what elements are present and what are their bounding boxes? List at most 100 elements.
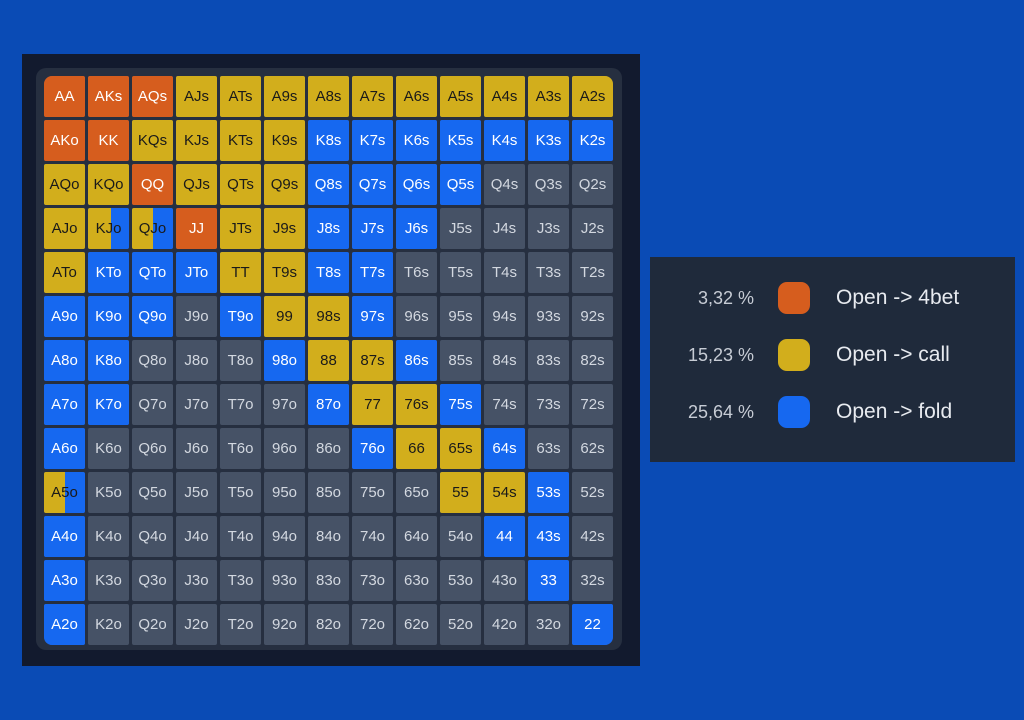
hand-cell-65o[interactable]: 65o xyxy=(396,472,437,513)
hand-cell-T5o[interactable]: T5o xyxy=(220,472,261,513)
hand-cell-AKs[interactable]: AKs xyxy=(88,76,129,117)
hand-cell-85o[interactable]: 85o xyxy=(308,472,349,513)
hand-cell-K5s[interactable]: K5s xyxy=(440,120,481,161)
hand-cell-T2s[interactable]: T2s xyxy=(572,252,613,293)
hand-cell-A6o[interactable]: A6o xyxy=(44,428,85,469)
hand-cell-J4o[interactable]: J4o xyxy=(176,516,217,557)
hand-cell-32o[interactable]: 32o xyxy=(528,604,569,645)
hand-cell-72s[interactable]: 72s xyxy=(572,384,613,425)
hand-cell-66[interactable]: 66 xyxy=(396,428,437,469)
hand-cell-Q3o[interactable]: Q3o xyxy=(132,560,173,601)
hand-cell-J3o[interactable]: J3o xyxy=(176,560,217,601)
hand-cell-62s[interactable]: 62s xyxy=(572,428,613,469)
hand-cell-TT[interactable]: TT xyxy=(220,252,261,293)
legend-row-fold[interactable]: 25,64 % Open -> fold xyxy=(650,392,1015,432)
hand-cell-K5o[interactable]: K5o xyxy=(88,472,129,513)
hand-cell-KJs[interactable]: KJs xyxy=(176,120,217,161)
hand-cell-A4o[interactable]: A4o xyxy=(44,516,85,557)
hand-cell-92o[interactable]: 92o xyxy=(264,604,305,645)
hand-cell-55[interactable]: 55 xyxy=(440,472,481,513)
hand-cell-83s[interactable]: 83s xyxy=(528,340,569,381)
hand-cell-K3o[interactable]: K3o xyxy=(88,560,129,601)
hand-cell-K8o[interactable]: K8o xyxy=(88,340,129,381)
hand-cell-63s[interactable]: 63s xyxy=(528,428,569,469)
hand-cell-J9o[interactable]: J9o xyxy=(176,296,217,337)
hand-cell-T6o[interactable]: T6o xyxy=(220,428,261,469)
hand-cell-Q6o[interactable]: Q6o xyxy=(132,428,173,469)
hand-cell-T7s[interactable]: T7s xyxy=(352,252,393,293)
hand-cell-99[interactable]: 99 xyxy=(264,296,305,337)
legend-row-4bet[interactable]: 3,32 % Open -> 4bet xyxy=(650,278,1015,318)
hand-cell-77[interactable]: 77 xyxy=(352,384,393,425)
hand-cell-KK[interactable]: KK xyxy=(88,120,129,161)
hand-cell-98s[interactable]: 98s xyxy=(308,296,349,337)
hand-cell-73s[interactable]: 73s xyxy=(528,384,569,425)
hand-cell-76o[interactable]: 76o xyxy=(352,428,393,469)
hand-cell-74o[interactable]: 74o xyxy=(352,516,393,557)
hand-cell-T4s[interactable]: T4s xyxy=(484,252,525,293)
hand-cell-QJo[interactable]: QJo xyxy=(132,208,173,249)
hand-cell-A7s[interactable]: A7s xyxy=(352,76,393,117)
hand-cell-K6o[interactable]: K6o xyxy=(88,428,129,469)
hand-cell-92s[interactable]: 92s xyxy=(572,296,613,337)
hand-cell-86o[interactable]: 86o xyxy=(308,428,349,469)
hand-cell-K6s[interactable]: K6s xyxy=(396,120,437,161)
hand-cell-Q6s[interactable]: Q6s xyxy=(396,164,437,205)
legend-row-call[interactable]: 15,23 % Open -> call xyxy=(650,335,1015,375)
hand-cell-K8s[interactable]: K8s xyxy=(308,120,349,161)
hand-cell-72o[interactable]: 72o xyxy=(352,604,393,645)
hand-cell-73o[interactable]: 73o xyxy=(352,560,393,601)
hand-cell-22[interactable]: 22 xyxy=(572,604,613,645)
hand-cell-88[interactable]: 88 xyxy=(308,340,349,381)
hand-cell-A9s[interactable]: A9s xyxy=(264,76,305,117)
hand-cell-Q3s[interactable]: Q3s xyxy=(528,164,569,205)
hand-cell-A8s[interactable]: A8s xyxy=(308,76,349,117)
hand-cell-A3o[interactable]: A3o xyxy=(44,560,85,601)
hand-cell-AQo[interactable]: AQo xyxy=(44,164,85,205)
hand-cell-83o[interactable]: 83o xyxy=(308,560,349,601)
hand-cell-J8s[interactable]: J8s xyxy=(308,208,349,249)
hand-cell-J5o[interactable]: J5o xyxy=(176,472,217,513)
hand-cell-97s[interactable]: 97s xyxy=(352,296,393,337)
hand-cell-Q5o[interactable]: Q5o xyxy=(132,472,173,513)
hand-cell-J8o[interactable]: J8o xyxy=(176,340,217,381)
hand-cell-A6s[interactable]: A6s xyxy=(396,76,437,117)
hand-cell-K9o[interactable]: K9o xyxy=(88,296,129,337)
hand-cell-Q8o[interactable]: Q8o xyxy=(132,340,173,381)
hand-cell-52s[interactable]: 52s xyxy=(572,472,613,513)
hand-cell-Q9s[interactable]: Q9s xyxy=(264,164,305,205)
hand-cell-T8s[interactable]: T8s xyxy=(308,252,349,293)
hand-cell-AA[interactable]: AA xyxy=(44,76,85,117)
hand-cell-Q2s[interactable]: Q2s xyxy=(572,164,613,205)
hand-cell-A3s[interactable]: A3s xyxy=(528,76,569,117)
hand-cell-T4o[interactable]: T4o xyxy=(220,516,261,557)
hand-cell-33[interactable]: 33 xyxy=(528,560,569,601)
hand-cell-K9s[interactable]: K9s xyxy=(264,120,305,161)
hand-cell-64o[interactable]: 64o xyxy=(396,516,437,557)
hand-cell-J7o[interactable]: J7o xyxy=(176,384,217,425)
hand-cell-QTs[interactable]: QTs xyxy=(220,164,261,205)
hand-cell-J2o[interactable]: J2o xyxy=(176,604,217,645)
hand-cell-42o[interactable]: 42o xyxy=(484,604,525,645)
hand-cell-KTs[interactable]: KTs xyxy=(220,120,261,161)
hand-cell-A9o[interactable]: A9o xyxy=(44,296,85,337)
hand-cell-T8o[interactable]: T8o xyxy=(220,340,261,381)
hand-cell-QTo[interactable]: QTo xyxy=(132,252,173,293)
hand-cell-J2s[interactable]: J2s xyxy=(572,208,613,249)
hand-cell-A8o[interactable]: A8o xyxy=(44,340,85,381)
hand-cell-A5s[interactable]: A5s xyxy=(440,76,481,117)
hand-cell-A2o[interactable]: A2o xyxy=(44,604,85,645)
hand-cell-Q2o[interactable]: Q2o xyxy=(132,604,173,645)
hand-cell-96o[interactable]: 96o xyxy=(264,428,305,469)
hand-cell-JTs[interactable]: JTs xyxy=(220,208,261,249)
hand-cell-ATs[interactable]: ATs xyxy=(220,76,261,117)
hand-cell-87s[interactable]: 87s xyxy=(352,340,393,381)
hand-cell-T6s[interactable]: T6s xyxy=(396,252,437,293)
hand-cell-64s[interactable]: 64s xyxy=(484,428,525,469)
hand-cell-74s[interactable]: 74s xyxy=(484,384,525,425)
hand-cell-T7o[interactable]: T7o xyxy=(220,384,261,425)
hand-cell-65s[interactable]: 65s xyxy=(440,428,481,469)
hand-cell-82o[interactable]: 82o xyxy=(308,604,349,645)
hand-cell-J5s[interactable]: J5s xyxy=(440,208,481,249)
hand-cell-A7o[interactable]: A7o xyxy=(44,384,85,425)
